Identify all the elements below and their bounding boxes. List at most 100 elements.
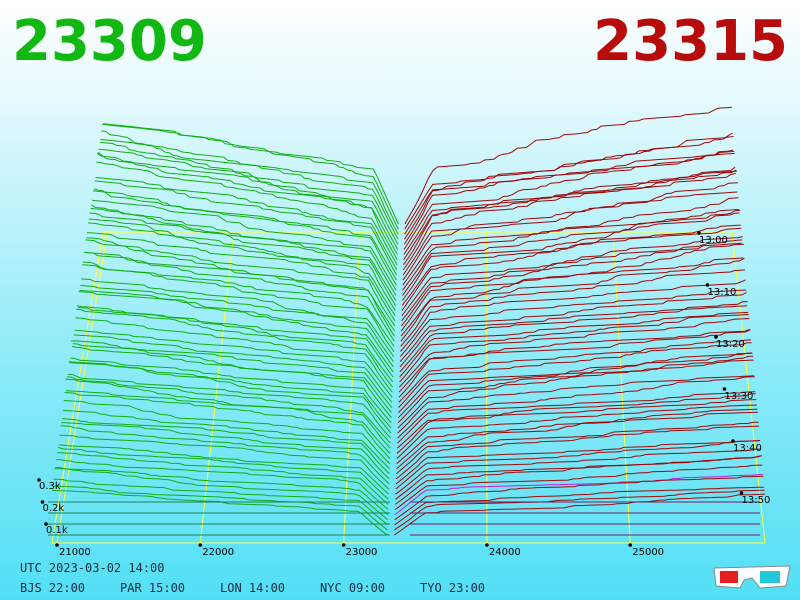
ask-depth-line <box>402 209 740 291</box>
ask-depth-line <box>396 408 758 464</box>
tick-dot <box>628 543 633 547</box>
ask-depth-line <box>394 475 764 521</box>
bid-depth-line <box>66 376 391 444</box>
tick-dot <box>731 439 735 443</box>
ask-depth-line <box>403 136 734 240</box>
ask-depth-line <box>395 425 760 480</box>
bid-depth-line <box>54 468 389 521</box>
bid-depth-line <box>71 345 392 413</box>
bid-depth-line <box>79 289 394 368</box>
time-label: 13:00 <box>699 235 728 246</box>
ask-depth-line <box>403 151 735 245</box>
ask-depth-line <box>401 242 742 317</box>
ask-depth-line <box>395 448 761 495</box>
ask-depth-line <box>400 279 746 352</box>
bid-price: 23309 <box>12 9 207 74</box>
city-time: TYO 23:00 <box>420 581 485 595</box>
bid-depth-line <box>102 123 399 230</box>
bid-depth-line <box>63 400 391 464</box>
bid-depth-line <box>87 222 396 317</box>
bid-depth-line <box>83 251 395 342</box>
bid-depth-line <box>53 478 388 526</box>
depth-label: 0.3k <box>39 481 61 492</box>
tick-dot <box>37 478 41 482</box>
bid-depth-line <box>101 130 399 235</box>
ask-depth-line <box>401 236 743 327</box>
bid-depth-line <box>90 207 397 301</box>
city-time: PAR 15:00 <box>120 581 185 595</box>
ask-depth-line <box>395 440 760 485</box>
utc-time: UTC 2023-03-02 14:00 <box>20 561 165 575</box>
price-label: 24000 <box>489 547 521 558</box>
ask-depth-line <box>401 239 743 322</box>
ask-depth-line <box>399 301 748 373</box>
bid-depth-line <box>91 204 397 296</box>
ask-depth-line <box>397 352 753 419</box>
ask-depth-line <box>396 411 759 470</box>
price-label: 22000 <box>202 547 234 558</box>
bid-depth-line <box>76 305 394 383</box>
floor-outline <box>51 231 766 544</box>
ask-depth-line <box>400 289 747 357</box>
ask-depth-line <box>403 152 735 250</box>
bid-depth-line <box>59 434 390 490</box>
bid-depth-line <box>68 361 392 434</box>
ask-depth-line <box>402 197 739 286</box>
ask-depth-line <box>397 391 756 444</box>
ask-depth-line <box>394 486 764 526</box>
city-time: BJS 22:00 <box>20 581 85 595</box>
bid-depth-line <box>93 188 398 281</box>
ask-depth-line <box>394 474 763 515</box>
ask-depth-line <box>399 305 748 368</box>
ask-depth-line <box>401 209 741 301</box>
depth-label: 0.2k <box>43 503 65 514</box>
bid-depth-line <box>66 390 391 449</box>
ask-depth-line <box>402 191 738 276</box>
ask-depth-line <box>402 212 740 296</box>
ask-depth-line <box>397 359 754 429</box>
bid-depth-line <box>95 177 398 271</box>
bid-depth-line <box>74 329 393 398</box>
bid-depth-line <box>94 180 398 276</box>
ask-depth-line <box>396 399 757 454</box>
ask-depth-line <box>395 440 761 490</box>
ask-depth-line <box>398 342 752 408</box>
ask-depth-line <box>398 318 750 388</box>
bid-depth-line <box>60 425 390 485</box>
bid-depth-line <box>62 410 390 470</box>
ask-depth-line <box>398 329 751 398</box>
city-time: LON 14:00 <box>220 581 285 595</box>
bid-depth-line <box>92 199 397 291</box>
ask-depth-line <box>399 311 749 378</box>
ask-depth-line <box>395 455 762 505</box>
tick-dot <box>44 522 48 526</box>
time-label: 13:30 <box>725 391 754 402</box>
tick-dot <box>40 500 45 504</box>
ask-depth-line <box>393 493 766 536</box>
bid-depth-line <box>78 291 394 373</box>
tick-dot <box>485 543 489 547</box>
bid-depth-line <box>97 151 398 255</box>
price-label: 25000 <box>632 547 664 558</box>
ask-depth-line <box>396 404 757 459</box>
ask-depth-line <box>403 169 737 266</box>
tick-dot <box>705 283 710 287</box>
ask-depth-line <box>400 257 745 342</box>
city-time: NYC 09:00 <box>320 581 385 595</box>
tick-dot <box>55 543 59 547</box>
bid-depth-line <box>75 317 393 393</box>
bid-depth-line <box>80 285 394 362</box>
bid-depth-line <box>89 212 397 306</box>
ask-depth-line <box>402 182 739 281</box>
bid-depth-line <box>88 218 396 311</box>
bid-depth-line <box>102 123 400 225</box>
bid-depth-line <box>85 239 396 332</box>
ask-depth-line <box>399 314 749 383</box>
ask-depth-line <box>398 352 753 413</box>
bid-depth-line <box>99 141 399 245</box>
bid-depth-line <box>65 378 391 454</box>
bid-depth-line <box>100 138 399 240</box>
ask-depth-line <box>398 339 751 403</box>
bid-depth-line <box>82 264 395 352</box>
